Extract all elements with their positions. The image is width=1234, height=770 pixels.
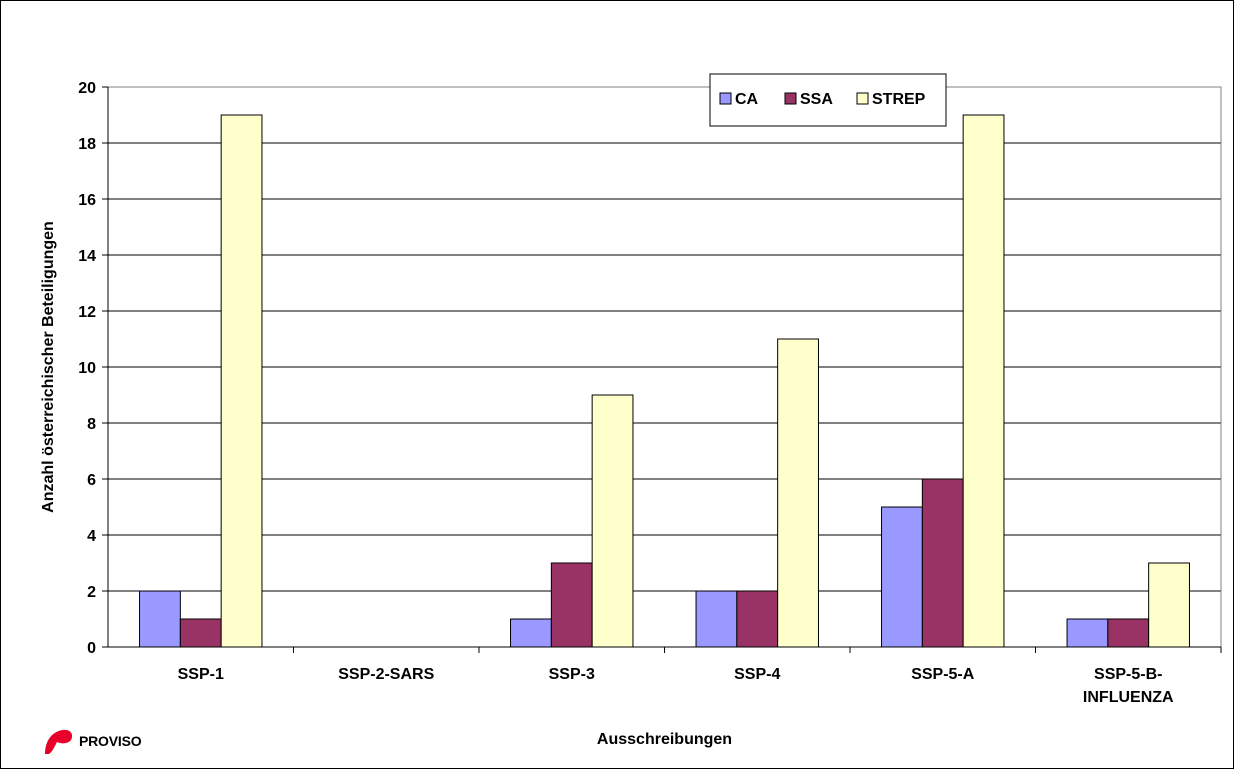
y-tick-label: 12 (78, 304, 96, 321)
y-tick-label: 4 (87, 528, 96, 545)
x-tick-label: SSP-3 (549, 666, 595, 683)
legend-swatch-strep (856, 92, 869, 105)
bar-ca (695, 590, 738, 648)
y-tick-label: 20 (78, 80, 96, 97)
y-tick-label: 0 (87, 640, 96, 657)
legend-label-ca: CA (735, 91, 759, 108)
bar-ssa (179, 618, 222, 648)
proviso-logo: PROVISO (41, 723, 142, 759)
y-tick-labels: 0 2 4 6 8 10 12 14 16 18 20 (78, 80, 96, 657)
x-tick-label: SSP-4 (734, 666, 780, 683)
legend-box (709, 73, 947, 127)
y-tick-label: 14 (78, 248, 96, 265)
x-tick-label: SSP-5-B-INFLUENZA (1083, 666, 1174, 706)
bar-ca (139, 590, 181, 648)
gridlines (108, 86, 1221, 592)
legend-swatch-ca (719, 92, 732, 105)
bar-strep (962, 114, 1005, 648)
legend-label-strep: STREP (872, 91, 926, 108)
bar-ssa (736, 590, 779, 648)
legend: CA SSA STREP (709, 73, 947, 127)
bar-ssa (550, 562, 593, 648)
legend-swatch-ssa (784, 92, 797, 105)
bar-strep (220, 114, 263, 648)
proviso-logo-icon (45, 729, 73, 754)
x-tick-labels: SSP-1 SSP-2-SARS SSP-3 SSP-4 SSP-5-A SSP-5-B-… (178, 666, 1174, 706)
x-axis-title: Ausschreibungen (597, 731, 732, 748)
bar-strep (777, 338, 819, 648)
bars (139, 114, 1190, 648)
y-tick-label: 8 (87, 416, 96, 433)
axes (102, 86, 1222, 653)
bar-strep (591, 394, 634, 648)
bar-ssa (1107, 618, 1150, 648)
x-tick-label: SSP-2-SARS (338, 666, 434, 683)
logo-text: PROVISO (79, 733, 142, 749)
y-tick-label: 6 (87, 472, 96, 489)
bar-ssa (921, 478, 964, 648)
y-axis-title: Anzahl österreichischer Beteiligungen (40, 221, 57, 513)
x-tick-label: SSP-1 (178, 666, 224, 683)
y-tick-label: 18 (78, 136, 96, 153)
y-tick-label: 2 (87, 584, 96, 601)
legend-label-ssa: SSA (800, 91, 833, 108)
bar-ca (1066, 618, 1109, 648)
bar-ca (881, 506, 923, 648)
y-tick-label: 16 (78, 192, 96, 209)
bar-ca (510, 618, 552, 648)
y-tick-label: 10 (78, 360, 96, 377)
x-tick-label: SSP-5-A (911, 666, 975, 683)
bar-strep (1148, 562, 1190, 648)
